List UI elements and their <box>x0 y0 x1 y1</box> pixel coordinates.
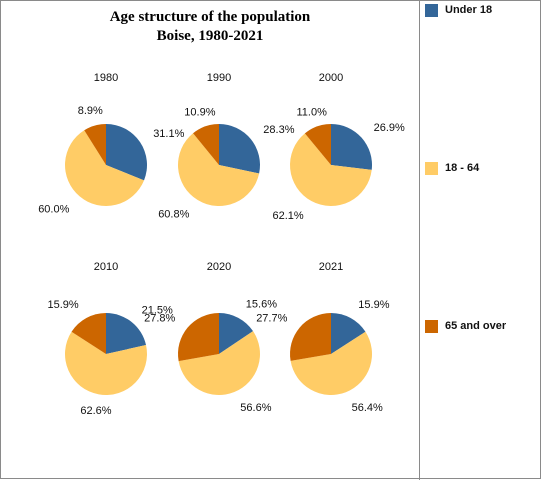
slice-under-18 <box>219 313 254 354</box>
pie-2020: 2020 15.6% 56.6% 27.8% <box>144 261 277 414</box>
pie-1980: 1980 31.1% 60.0% 8.9% <box>38 72 184 216</box>
slice-65-and-over <box>290 313 331 361</box>
slice-label-18-64: 60.0% <box>38 204 69 216</box>
slice-label-18-64: 56.4% <box>352 402 383 414</box>
slice-65-and-over <box>304 124 331 165</box>
pie-year-label: 2020 <box>207 261 231 273</box>
legend-swatch-65-and-over <box>425 320 438 333</box>
slice-18-64 <box>64 331 147 395</box>
chart-title-block: Age structure of the population Boise, 1… <box>0 8 420 46</box>
legend-label-under-18: Under 18 <box>445 4 493 16</box>
pie-2021: 2021 15.9% 56.4% 27.7% <box>256 261 390 414</box>
slice-under-18 <box>331 313 366 354</box>
legend-swatch-18-64 <box>425 162 438 175</box>
slice-label-18-64: 62.6% <box>80 405 111 417</box>
slice-label-18-64: 56.6% <box>240 402 271 414</box>
pie-year-label: 2010 <box>94 261 118 273</box>
slice-label-65-and-over: 8.9% <box>78 105 103 117</box>
slice-label-under-18: 21.5% <box>142 305 173 317</box>
slice-65-and-over <box>177 313 219 362</box>
slice-under-18 <box>106 124 148 181</box>
slice-under-18 <box>106 313 147 354</box>
pie-year-label: 1990 <box>207 72 231 84</box>
slice-65-and-over <box>193 124 219 165</box>
slice-label-under-18: 15.9% <box>358 299 389 311</box>
legend-divider <box>419 0 420 480</box>
slice-label-under-18: 15.6% <box>246 299 277 311</box>
legend-label-65-and-over: 65 and over <box>445 320 507 332</box>
pie-1990: 1990 28.3% 60.8% 10.9% <box>158 72 295 221</box>
slice-under-18 <box>219 124 260 174</box>
slice-label-65-and-over: 27.8% <box>144 312 175 324</box>
slice-label-18-64: 62.1% <box>272 210 303 222</box>
slice-18-64 <box>290 331 373 395</box>
chart-subtitle: Boise, 1980-2021 <box>156 28 264 44</box>
slice-label-18-64: 60.8% <box>158 209 189 221</box>
legend-label-18-64: 18 - 64 <box>445 162 480 174</box>
slice-label-65-and-over: 27.7% <box>256 312 287 324</box>
slice-label-under-18: 28.3% <box>263 124 294 136</box>
slice-18-64 <box>177 133 260 207</box>
slice-label-65-and-over: 10.9% <box>184 106 215 118</box>
slice-under-18 <box>331 124 373 170</box>
slice-65-and-over <box>84 124 106 165</box>
slice-18-64 <box>178 331 260 396</box>
slice-label-65-and-over: 11.0% <box>297 106 328 118</box>
slice-label-under-18: 31.1% <box>153 128 184 140</box>
chart-title: Age structure of the population <box>109 9 311 25</box>
slice-18-64 <box>65 130 145 207</box>
slice-18-64 <box>290 133 372 207</box>
pie-year-label: 1980 <box>94 72 118 84</box>
slice-label-65-and-over: 15.9% <box>47 299 78 311</box>
pie-year-label: 2021 <box>319 261 343 273</box>
slice-65-and-over <box>71 313 106 354</box>
legend-swatch-under-18 <box>425 4 438 17</box>
slice-label-under-18: 26.9% <box>374 122 405 134</box>
pie-year-label: 2000 <box>319 72 343 84</box>
pie-2000: 2000 26.9% 62.1% 11.0% <box>272 72 405 222</box>
pie-2010: 2010 21.5% 62.6% 15.9% <box>47 261 173 417</box>
